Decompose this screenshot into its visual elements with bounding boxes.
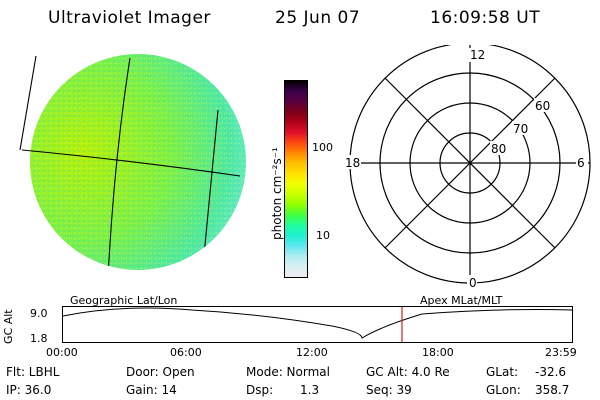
status-glon-label: GLon: — [486, 383, 521, 397]
status-dsp-value: 1.3 — [300, 383, 320, 397]
status-gc-alt: GC Alt: 4.0 Re — [366, 365, 450, 379]
timeline-left-label: Geographic Lat/Lon — [70, 294, 178, 307]
status-mode: Mode: Normal — [246, 365, 330, 379]
timeline-ytick-high: 9.0 — [30, 307, 48, 320]
orbit-altitude-timeline — [62, 306, 573, 343]
polar-label-12: 12 — [470, 48, 485, 62]
polar-ring-80: 80 — [491, 142, 506, 156]
timeline-axis-label: GC Alt — [2, 309, 15, 344]
polar-ring-70: 70 — [513, 122, 528, 136]
lat-lon-grid — [19, 55, 241, 270]
polar-ring-60: 60 — [535, 99, 550, 113]
timeline-xtick-1200: 12:00 — [296, 346, 328, 359]
status-glon-value: 358.7 — [535, 383, 570, 397]
status-seq: Seq: 39 — [366, 383, 412, 397]
polar-mlat-mlt-plot: 12 0 18 6 60 70 80 — [343, 45, 591, 290]
status-dsp-label: Dsp: — [246, 383, 274, 397]
colorbar-tick-100: 100 — [312, 141, 333, 154]
colorbar-unit-label: photon cm⁻²s⁻¹ — [270, 147, 284, 240]
image-time: 16:09:58 UT — [430, 8, 541, 28]
status-gain: Gain: 14 — [126, 383, 177, 397]
status-glat-value: -32.6 — [535, 365, 567, 379]
timeline-xtick-0000: 00:00 — [46, 346, 78, 359]
image-date: 25 Jun 07 — [275, 8, 361, 28]
colorbar — [284, 80, 308, 278]
timeline-ytick-low: 1.8 — [30, 332, 48, 345]
polar-label-6: 6 — [577, 156, 585, 170]
earth-uv-image — [19, 54, 246, 270]
status-ip: IP: 36.0 — [6, 383, 52, 397]
timeline-xtick-0600: 06:00 — [170, 346, 202, 359]
instrument-title: Ultraviolet Imager — [48, 8, 211, 28]
timeline-xtick-2359: 23:59 — [545, 346, 577, 359]
status-glat-label: GLat: — [486, 365, 519, 379]
colorbar-tick-10: 10 — [316, 229, 330, 242]
status-door: Door: Open — [126, 365, 195, 379]
polar-label-0: 0 — [469, 276, 477, 290]
status-filter: Flt: LBHL — [6, 365, 60, 379]
timeline-xtick-1800: 18:00 — [422, 346, 454, 359]
polar-label-18: 18 — [345, 156, 360, 170]
timeline-right-label: Apex MLat/MLT — [420, 294, 503, 307]
